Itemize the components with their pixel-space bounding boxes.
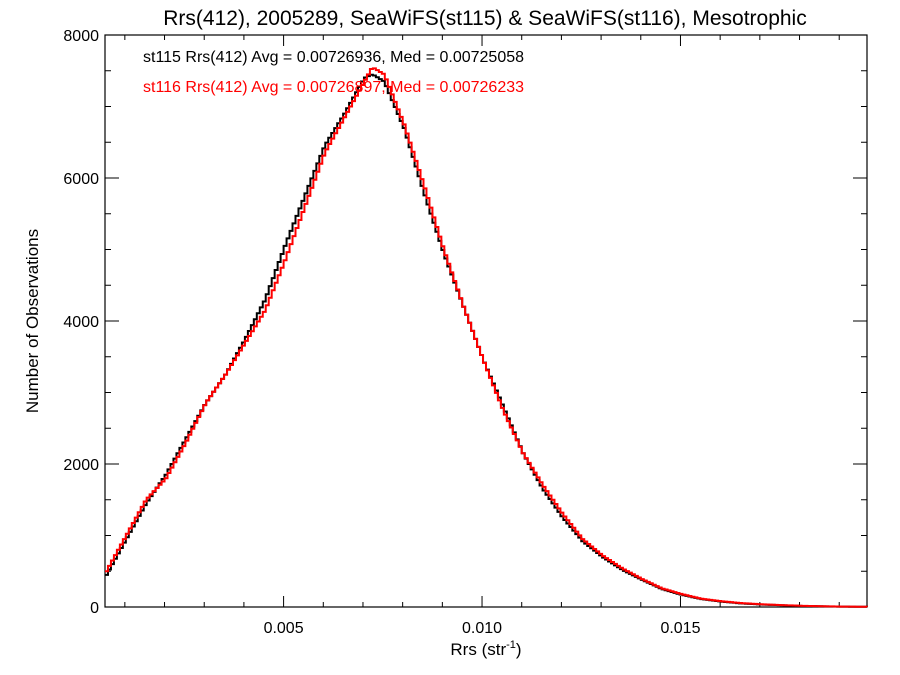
x-tick-label: 0.010 — [462, 620, 502, 637]
series-line-0 — [105, 73, 868, 608]
x-axis: 0.005 0.010 0.015 — [124, 35, 840, 637]
y-tick-label: 0 — [90, 600, 99, 617]
y-axis: 0 2000 4000 6000 8000 — [63, 28, 867, 617]
annotation-st116: st116 Rrs(412) Avg = 0.00726897, Med = 0… — [143, 79, 524, 96]
plot-frame — [104, 34, 868, 608]
y-axis-label: Number of Observations — [23, 229, 42, 413]
chart-title: Rrs(412), 2005289, SeaWiFS(st115) & SeaW… — [163, 7, 806, 30]
series-line-1 — [105, 67, 868, 608]
x-tick-label: 0.005 — [264, 620, 304, 637]
series-layer — [105, 67, 868, 608]
x-axis-label-end: ) — [516, 640, 522, 659]
x-tick-label: 0.015 — [660, 620, 700, 637]
x-axis-label-main: Rrs (str — [450, 640, 506, 659]
y-tick-label: 2000 — [63, 457, 99, 474]
x-axis-label-sup: -1 — [506, 639, 516, 651]
y-tick-label: 8000 — [63, 28, 99, 45]
annotation-st115: st115 Rrs(412) Avg = 0.00726936, Med = 0… — [143, 49, 524, 66]
y-tick-label: 6000 — [63, 171, 99, 188]
x-axis-label: Rrs (str-1) — [450, 639, 521, 659]
y-tick-label: 4000 — [63, 314, 99, 331]
